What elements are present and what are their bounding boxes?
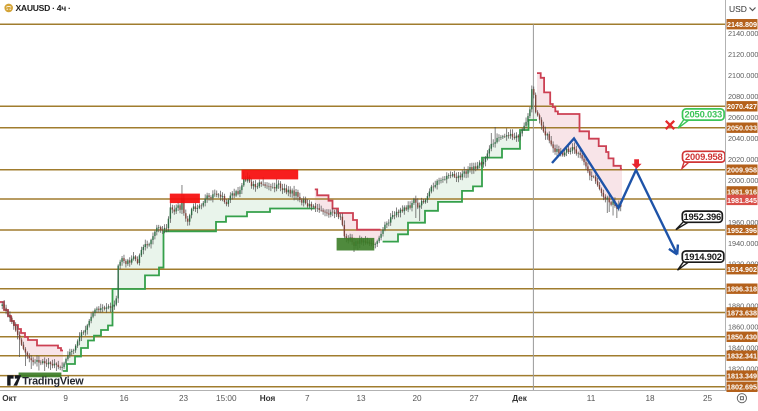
svg-text:2060.000: 2060.000: [728, 113, 758, 122]
svg-text:20: 20: [412, 394, 422, 403]
svg-text:1940.000: 1940.000: [728, 239, 758, 248]
svg-text:XAUUSD · 4ч ·: XAUUSD · 4ч ·: [16, 3, 71, 13]
svg-text:Ноя: Ноя: [260, 394, 276, 403]
svg-text:USD: USD: [729, 4, 747, 14]
svg-text:15:00: 15:00: [216, 394, 237, 403]
svg-text:1850.430: 1850.430: [727, 333, 757, 342]
svg-text:1952.396: 1952.396: [727, 226, 757, 235]
svg-text:11: 11: [587, 394, 596, 403]
svg-text:1813.349: 1813.349: [727, 372, 757, 381]
svg-text:23: 23: [179, 394, 189, 403]
svg-text:2009.958: 2009.958: [727, 166, 757, 175]
svg-text:1873.638: 1873.638: [727, 308, 757, 317]
svg-text:TradingView: TradingView: [22, 376, 84, 388]
svg-text:25: 25: [703, 394, 713, 403]
svg-text:1952.396: 1952.396: [684, 211, 722, 222]
svg-text:2050.033: 2050.033: [727, 124, 757, 133]
svg-text:2148.809: 2148.809: [727, 20, 757, 29]
svg-text:9: 9: [63, 394, 68, 403]
svg-text:2140.000: 2140.000: [728, 29, 758, 38]
svg-text:18: 18: [645, 394, 655, 403]
svg-text:16: 16: [119, 394, 129, 403]
svg-text:1896.318: 1896.318: [727, 285, 757, 294]
svg-text:1914.902: 1914.902: [727, 265, 757, 274]
svg-text:27: 27: [469, 394, 479, 403]
svg-text:2080.000: 2080.000: [728, 92, 758, 101]
svg-text:2040.000: 2040.000: [728, 134, 758, 143]
svg-text:Окт: Окт: [2, 394, 16, 403]
svg-text:2120.000: 2120.000: [728, 50, 758, 59]
svg-text:1802.695: 1802.695: [727, 383, 757, 392]
svg-text:7: 7: [305, 394, 310, 403]
svg-text:1981.845: 1981.845: [727, 196, 757, 205]
svg-text:1914.902: 1914.902: [684, 251, 722, 262]
svg-text:2100.000: 2100.000: [728, 71, 758, 80]
svg-text:1832.341: 1832.341: [727, 352, 757, 361]
svg-text:2070.427: 2070.427: [727, 102, 757, 111]
svg-text:2020.000: 2020.000: [728, 155, 758, 164]
svg-text:2009.958: 2009.958: [685, 151, 723, 162]
svg-text:13: 13: [356, 394, 366, 403]
svg-text:2000.000: 2000.000: [728, 176, 758, 185]
svg-text:2050.033: 2050.033: [685, 109, 723, 120]
svg-text:Дек: Дек: [512, 394, 527, 403]
svg-text:1860.000: 1860.000: [728, 323, 758, 332]
